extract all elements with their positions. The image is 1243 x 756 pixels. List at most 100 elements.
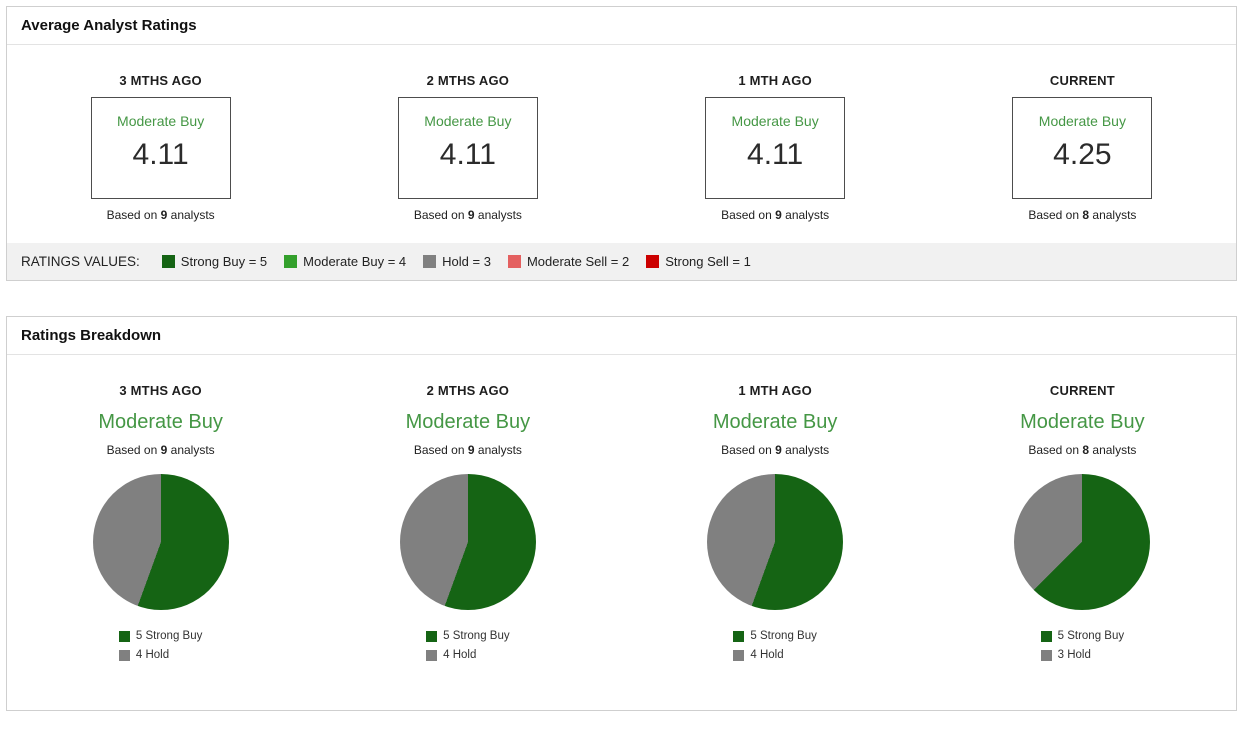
rating-label: Moderate Buy [731, 113, 819, 129]
analyst-count: 9 [467, 208, 475, 222]
period-label: 2 MTHS AGO [426, 383, 510, 398]
average-rating-box: Moderate Buy 4.25 [1012, 97, 1153, 199]
pie-legend-item-strong-buy: 5 Strong Buy [733, 630, 817, 642]
pie-legend: 5 Strong Buy 4 Hold [426, 630, 510, 668]
pie-legend-label: 5 Strong Buy [1057, 630, 1125, 642]
analyst-count-note: Based on 9 analysts [107, 208, 215, 222]
average-ratings-columns: 3 MTHS AGO Moderate Buy 4.11 Based on 9 … [7, 73, 1236, 222]
rating-value: 4.11 [747, 138, 804, 171]
pie-legend-item-strong-buy: 5 Strong Buy [426, 630, 510, 642]
rating-column-1mth: 1 MTH AGO Moderate Buy 4.11 Based on 9 a… [622, 73, 929, 222]
analyst-count-note: Based on 9 analysts [721, 208, 829, 222]
legend-label: Strong Sell = 1 [665, 254, 751, 269]
based-on-text: Based on [1028, 443, 1080, 457]
rating-value: 4.11 [439, 138, 496, 171]
analysts-text: analysts [477, 208, 522, 222]
analysts-text: analysts [785, 443, 830, 457]
pie-legend-item-strong-buy: 5 Strong Buy [118, 630, 203, 642]
rating-column-3mths: 3 MTHS AGO Moderate Buy 4.11 Based on 9 … [7, 73, 314, 222]
breakdown-column-1mth: 1 MTH AGO Moderate Buy Based on 9 analys… [622, 383, 929, 668]
pie-legend: 5 Strong Buy 4 Hold [118, 630, 203, 668]
rating-value: 4.11 [132, 138, 189, 171]
consensus-rating-label: Moderate Buy [405, 411, 531, 433]
ratings-breakdown-panel: Ratings Breakdown 3 MTHS AGO Moderate Bu… [6, 316, 1237, 711]
legend-item-strong-buy: Strong Buy = 5 [161, 254, 268, 269]
period-label: 3 MTHS AGO [119, 383, 202, 398]
breakdown-column-current: CURRENT Moderate Buy Based on 8 analysts… [929, 383, 1236, 668]
analyst-count: 9 [775, 208, 782, 222]
analyst-ratings-page: Average Analyst Ratings 3 MTHS AGO Moder… [6, 6, 1237, 711]
ratings-pie-chart [707, 474, 844, 610]
rating-column-2mths: 2 MTHS AGO Moderate Buy 4.11 Based on 9 … [314, 73, 621, 222]
strong-buy-swatch-icon [161, 255, 175, 268]
pie-legend: 5 Strong Buy 3 Hold [1040, 630, 1125, 668]
average-rating-box: Moderate Buy 4.11 [705, 97, 846, 199]
analyst-count: 9 [160, 443, 168, 457]
legend-label: Moderate Sell = 2 [526, 254, 630, 269]
hold-swatch-icon [426, 649, 438, 661]
pie-legend-label: 4 Hold [750, 649, 784, 661]
analyst-count-note: Based on 8 analysts [1028, 443, 1136, 457]
breakdown-column-2mths: 2 MTHS AGO Moderate Buy Based on 9 analy… [314, 383, 621, 668]
rating-label: Moderate Buy [117, 113, 205, 129]
average-rating-box: Moderate Buy 4.11 [90, 97, 231, 199]
based-on-text: Based on [106, 443, 158, 457]
ratings-pie-chart [92, 474, 229, 610]
pie-legend-item-hold: 4 Hold [733, 649, 816, 661]
pie-legend-label: 3 Hold [1057, 649, 1091, 661]
breakdown-column-3mths: 3 MTHS AGO Moderate Buy Based on 9 analy… [7, 383, 314, 668]
legend-label: Strong Buy = 5 [180, 254, 268, 269]
analyst-count: 8 [1082, 443, 1090, 457]
analysts-text: analysts [785, 208, 830, 222]
analysts-text: analysts [170, 208, 215, 222]
based-on-text: Based on [721, 208, 772, 222]
period-label: CURRENT [1049, 383, 1115, 398]
average-ratings-panel: Average Analyst Ratings 3 MTHS AGO Moder… [6, 6, 1237, 281]
period-label: 2 MTHS AGO [426, 73, 510, 88]
period-label: CURRENT [1049, 73, 1115, 88]
analyst-count-note: Based on 9 analysts [414, 208, 522, 222]
analyst-count: 9 [467, 443, 475, 457]
analysts-text: analysts [477, 443, 522, 457]
ratings-pie-chart [1014, 474, 1151, 610]
legend-label: Hold = 3 [442, 254, 491, 269]
rating-label: Moderate Buy [1038, 113, 1126, 129]
hold-swatch-icon [733, 649, 745, 661]
analyst-count-note: Based on 8 analysts [1028, 208, 1136, 222]
pie-legend-label: 4 Hold [135, 649, 170, 661]
period-label: 1 MTH AGO [738, 383, 812, 398]
consensus-rating-label: Moderate Buy [98, 411, 223, 433]
analyst-count-note: Based on 9 analysts [721, 443, 829, 457]
analyst-count-note: Based on 9 analysts [414, 443, 522, 457]
legend-label: Moderate Buy = 4 [303, 254, 407, 269]
pie-legend-label: 5 Strong Buy [135, 630, 203, 642]
ratings-pie-chart [399, 474, 536, 610]
average-rating-box: Moderate Buy 4.11 [397, 97, 538, 199]
ratings-breakdown-panel-title: Ratings Breakdown [7, 317, 1236, 355]
average-ratings-body: 3 MTHS AGO Moderate Buy 4.11 Based on 9 … [7, 45, 1236, 280]
pie-legend: 5 Strong Buy 4 Hold [733, 630, 817, 668]
hold-swatch-icon [423, 255, 437, 268]
pie-legend-label: 5 Strong Buy [750, 630, 817, 642]
strong-sell-swatch-icon [646, 255, 660, 268]
moderate-buy-swatch-icon [284, 255, 298, 268]
strong-buy-swatch-icon [733, 630, 745, 642]
analysts-text: analysts [170, 443, 215, 457]
analyst-count: 8 [1082, 208, 1090, 222]
analyst-count-note: Based on 9 analysts [107, 443, 215, 457]
strong-buy-swatch-icon [118, 630, 130, 642]
based-on-text: Based on [413, 443, 465, 457]
analysts-text: analysts [1092, 208, 1137, 222]
hold-swatch-icon [118, 649, 130, 661]
legend-item-moderate-buy: Moderate Buy = 4 [284, 254, 406, 269]
consensus-rating-label: Moderate Buy [1020, 411, 1145, 433]
ratings-breakdown-columns: 3 MTHS AGO Moderate Buy Based on 9 analy… [7, 383, 1236, 668]
rating-value: 4.25 [1053, 138, 1112, 171]
based-on-text: Based on [721, 443, 772, 457]
pie-legend-item-strong-buy: 5 Strong Buy [1040, 630, 1125, 642]
rating-column-current: CURRENT Moderate Buy 4.25 Based on 8 ana… [929, 73, 1236, 222]
based-on-text: Based on [1028, 208, 1080, 222]
rating-label: Moderate Buy [424, 113, 512, 129]
ratings-values-legend-bar: RATINGS VALUES: Strong Buy = 5 Moderate … [7, 243, 1236, 280]
based-on-text: Based on [413, 208, 465, 222]
